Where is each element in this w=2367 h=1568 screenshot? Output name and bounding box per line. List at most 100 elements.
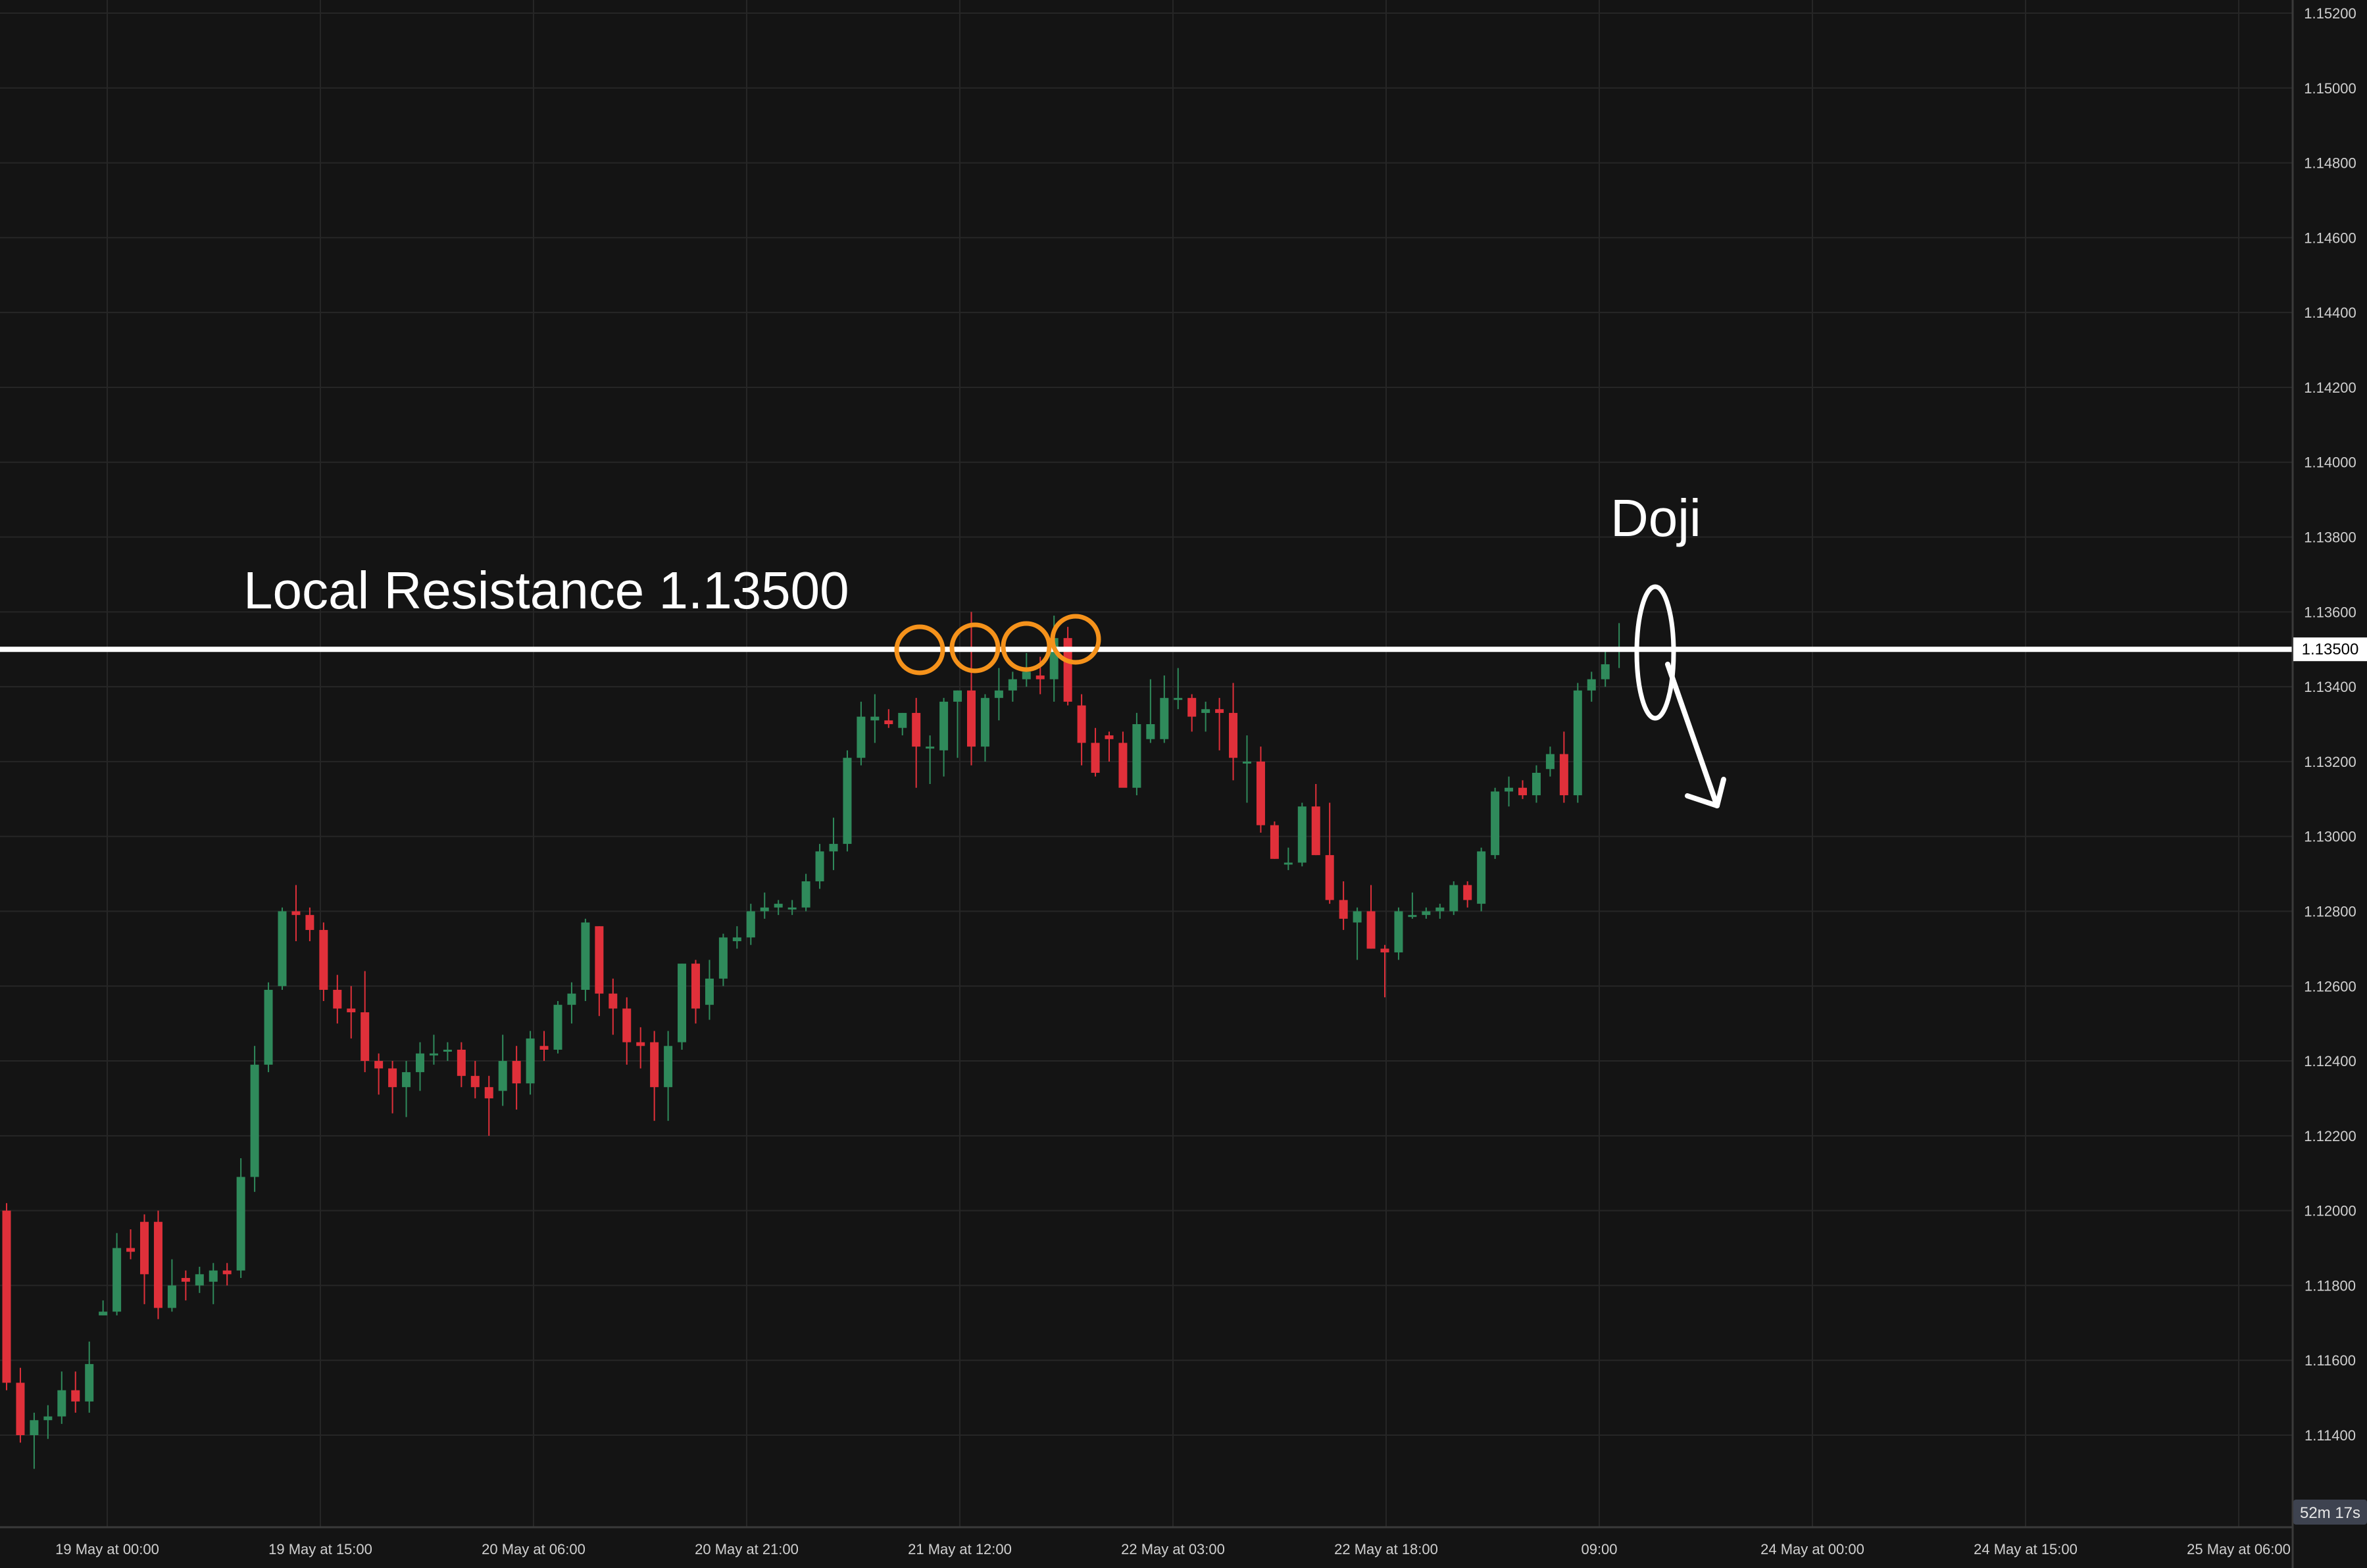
candle: [333, 975, 342, 1024]
candle-body: [774, 904, 783, 908]
candle: [1063, 627, 1072, 706]
candle-body: [43, 1416, 53, 1421]
candle: [388, 1061, 397, 1114]
y-tick-label: 1.12000: [2304, 1203, 2356, 1219]
candle: [980, 694, 989, 762]
y-tick-label: 1.13000: [2304, 829, 2356, 845]
candle: [1243, 735, 1251, 803]
candle: [953, 690, 962, 758]
candle: [181, 1270, 190, 1301]
candle-body: [16, 1383, 25, 1435]
time-axis[interactable]: 19 May at 00:00 19 May at 15:00 20 May at …: [55, 1541, 2291, 1557]
candle: [1505, 776, 1514, 807]
candle: [85, 1341, 94, 1413]
candle-body: [1463, 885, 1472, 900]
candle-body: [1091, 743, 1100, 773]
candle-body: [1532, 772, 1541, 796]
candle: [250, 1046, 259, 1192]
candle-body: [622, 1008, 632, 1042]
candle-body: [1063, 638, 1072, 702]
candle: [1587, 672, 1596, 702]
candle-body: [305, 915, 314, 930]
candle: [1091, 727, 1100, 777]
x-tick-label: 24 May at 15:00: [1974, 1541, 2078, 1557]
x-tick-label: 25 May at 06:00: [2187, 1541, 2291, 1557]
candle-body: [30, 1420, 39, 1435]
candle-body: [181, 1278, 190, 1282]
candle: [595, 926, 604, 1016]
candle: [1463, 881, 1472, 908]
candle-body: [732, 937, 741, 941]
candle-body: [1559, 754, 1568, 796]
doji-marker: [1634, 584, 1676, 721]
candle-body: [898, 712, 907, 728]
candle: [347, 986, 356, 1039]
y-tick-label: 1.14400: [2304, 305, 2356, 321]
touch-marker-4: [1050, 614, 1101, 665]
candle-body: [1408, 915, 1417, 918]
candle-body: [664, 1046, 673, 1087]
candle-body: [1505, 787, 1514, 792]
candle: [1380, 944, 1389, 998]
candle-body: [595, 926, 604, 994]
y-tick-label: 1.15000: [2304, 80, 2356, 97]
candle-body: [980, 698, 989, 747]
candle: [457, 1042, 466, 1087]
candle: [691, 960, 700, 1024]
candle-body: [429, 1053, 438, 1056]
candle: [1353, 907, 1362, 960]
candle: [1339, 881, 1348, 930]
x-tick-label: 09:00: [1581, 1541, 1617, 1557]
candle-body: [443, 1049, 452, 1052]
candle-body: [498, 1061, 507, 1091]
x-tick-label: 19 May at 15:00: [268, 1541, 372, 1557]
candle-body: [870, 716, 880, 721]
candle-body: [553, 1004, 562, 1050]
candle: [1132, 712, 1141, 796]
candle: [361, 971, 370, 1073]
candle-body: [994, 690, 1003, 698]
candle-body: [678, 964, 687, 1042]
candle: [857, 701, 866, 766]
candle-body: [526, 1038, 535, 1084]
candle: [1559, 731, 1568, 803]
candle-body: [843, 758, 852, 845]
candle: [126, 1229, 136, 1260]
candle-body: [333, 989, 342, 1009]
candle: [1477, 847, 1486, 912]
y-tick-label: 1.14200: [2304, 380, 2356, 396]
candle: [1187, 694, 1197, 732]
candle-body: [374, 1061, 384, 1069]
candle: [512, 1046, 521, 1110]
candle-body: [1587, 679, 1596, 691]
candle: [898, 712, 907, 736]
candle: [140, 1214, 149, 1304]
candles: [2, 612, 1624, 1469]
candle-body: [1160, 698, 1169, 739]
candle-body: [2, 1210, 11, 1383]
candle: [1146, 679, 1155, 743]
y-tick-label: 1.11800: [2305, 1277, 2356, 1294]
candle: [939, 698, 949, 777]
candle: [1215, 698, 1224, 750]
y-tick-label: 1.11400: [2305, 1427, 2356, 1444]
price-axis[interactable]: 1.15200 1.15000 1.14800 1.14600 1.14400 1.142…: [2304, 5, 2356, 1444]
candle-body: [705, 978, 714, 1005]
x-tick-label: 19 May at 00:00: [55, 1541, 159, 1557]
candle: [1201, 701, 1210, 732]
candle: [2, 1203, 11, 1390]
candle-body: [884, 720, 893, 724]
candle: [801, 873, 810, 912]
grid: [0, 0, 2293, 1527]
candle-body: [1146, 724, 1155, 739]
candle-body: [953, 690, 962, 702]
candle-body: [539, 1046, 549, 1050]
candle-body: [416, 1053, 424, 1073]
candle: [1297, 802, 1307, 867]
y-tick-label: 1.13800: [2304, 529, 2356, 546]
x-tick-label: 21 May at 12:00: [908, 1541, 1012, 1557]
candle: [1256, 747, 1265, 833]
resistance-touch-markers: [894, 614, 1101, 675]
candle-body: [236, 1177, 245, 1271]
